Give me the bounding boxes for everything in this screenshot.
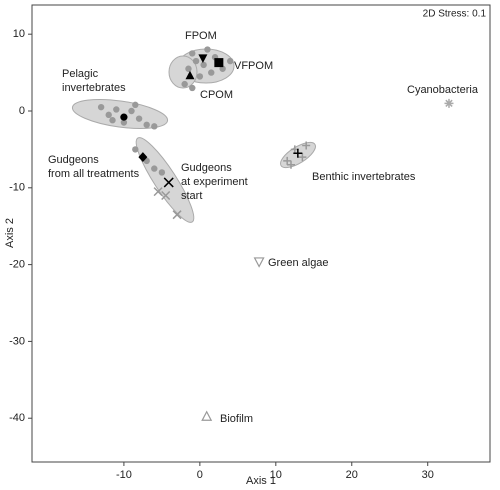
sample-point (109, 117, 116, 124)
centroid-point (163, 177, 174, 188)
centroid-point (120, 113, 128, 121)
centroid-point (293, 148, 303, 158)
y-tick-label: 10 (13, 28, 25, 40)
sample-point (185, 65, 192, 72)
sample-point (189, 50, 196, 57)
stress-annotation: 2D Stress: 0.1 (423, 9, 487, 20)
group-label: FPOM (185, 30, 217, 42)
sample-point (158, 169, 166, 176)
y-tick-label: -40 (9, 412, 25, 424)
sample-point (113, 106, 120, 113)
group-label: start (181, 190, 202, 202)
y-tick-label: 0 (19, 105, 25, 117)
sample-point (181, 80, 188, 88)
sample-point (161, 190, 171, 201)
sample-point (302, 141, 311, 150)
x-axis-label: Axis 1 (246, 475, 276, 487)
group-hull (168, 55, 198, 89)
group-label: invertebrates (62, 82, 126, 94)
sample-point (298, 153, 307, 162)
sample-point (227, 57, 234, 65)
sample-point (283, 156, 292, 165)
sample-point (153, 187, 163, 197)
y-tick-label: -10 (9, 182, 25, 194)
centroid-point (444, 98, 454, 108)
y-axis-label: Axis 2 (4, 218, 16, 248)
sample-point (135, 115, 143, 122)
group-hull (71, 98, 169, 130)
group-label: Benthic invertebrates (312, 171, 416, 183)
sample-point (204, 46, 211, 53)
sample-point (172, 210, 182, 220)
group-label: VFPOM (234, 60, 273, 72)
sample-point (189, 84, 196, 92)
centroid-point (198, 54, 208, 63)
sample-point (192, 57, 200, 65)
sample-point (196, 73, 204, 80)
sample-point (143, 121, 150, 129)
group-label: from all treatments (48, 168, 140, 180)
centroid-point (214, 58, 224, 68)
x-tick-label: 30 (422, 469, 434, 481)
group-label: Cyanobacteria (407, 84, 479, 96)
y-tick-label: -30 (9, 335, 25, 347)
sample-point (97, 103, 105, 111)
group-hull (135, 137, 195, 223)
centroid-point (253, 257, 265, 268)
sample-point (151, 123, 158, 130)
centroid-point (201, 410, 213, 421)
group-label: Gudgeons (48, 154, 99, 166)
group-label: Biofilm (220, 413, 253, 425)
group-label: CPOM (200, 89, 233, 101)
sample-point (132, 146, 139, 153)
sample-point (120, 119, 128, 126)
y-tick-label: -20 (9, 259, 25, 271)
group-label: Green algae (268, 257, 329, 269)
x-tick-label: 20 (346, 469, 358, 481)
sample-point (200, 61, 207, 69)
sample-point (132, 101, 139, 109)
centroid-point (138, 152, 148, 163)
group-label: Pelagic (62, 68, 99, 80)
centroid-point (185, 70, 195, 80)
x-tick-label: 0 (197, 469, 203, 481)
plot-frame (31, 4, 491, 463)
sample-point (208, 69, 215, 76)
x-tick-label: 10 (270, 469, 282, 481)
sample-point (128, 107, 135, 115)
sample-point (151, 165, 158, 172)
sample-point (287, 160, 296, 169)
sample-point (219, 65, 226, 72)
x-tick-label: -10 (116, 469, 132, 481)
group-label: at experiment (181, 176, 248, 188)
sample-point (105, 111, 112, 119)
group-label: Gudgeons (181, 162, 232, 174)
